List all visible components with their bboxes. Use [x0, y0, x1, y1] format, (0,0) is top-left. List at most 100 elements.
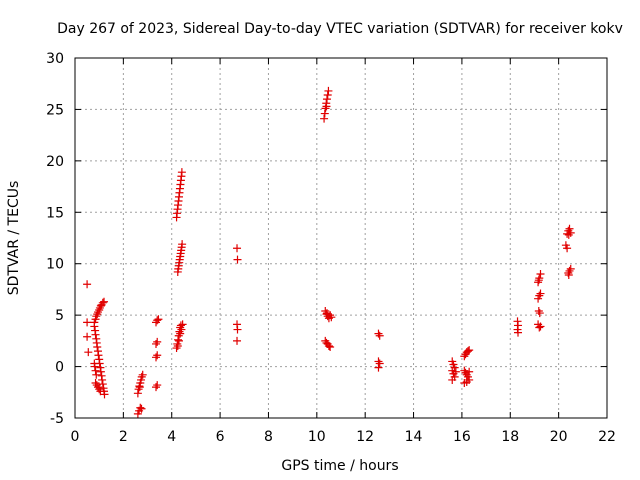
- data-point: [564, 230, 573, 239]
- data-point: [93, 343, 102, 352]
- y-tick-labels: -5 0 5 10 15 20 25 30: [46, 51, 64, 427]
- data-point: [535, 323, 544, 332]
- data-point: [465, 346, 474, 355]
- data-point: [565, 266, 574, 275]
- data-point: [374, 363, 383, 372]
- data-point: [564, 271, 573, 280]
- grid-lines: [75, 58, 607, 418]
- data-point: [534, 307, 543, 316]
- x-tick-labels: 0 2 4 6 8 10 12 14 16 18 20 22: [71, 429, 616, 445]
- x-tick-label: 2: [119, 429, 128, 445]
- data-point: [173, 342, 182, 350]
- data-point: [326, 343, 335, 352]
- data-point: [322, 95, 331, 104]
- data-point: [96, 367, 105, 376]
- data-point: [176, 329, 185, 338]
- data-points: [83, 86, 575, 418]
- y-tick-label: -5: [50, 411, 64, 427]
- data-point: [95, 306, 104, 314]
- data-point: [322, 309, 331, 318]
- y-tick-label: 5: [55, 308, 64, 324]
- data-point: [566, 228, 575, 237]
- data-point: [152, 383, 161, 392]
- data-point: [153, 337, 162, 346]
- x-tick-label: 18: [501, 429, 519, 445]
- x-axis-label: GPS time / hours: [281, 458, 398, 474]
- data-point: [152, 339, 161, 348]
- data-point: [322, 102, 331, 111]
- data-point: [172, 344, 181, 353]
- data-point: [461, 368, 470, 377]
- x-tick-label: 10: [308, 429, 326, 445]
- data-point: [178, 320, 187, 329]
- data-point: [153, 316, 162, 325]
- data-point: [152, 353, 161, 362]
- data-point: [84, 348, 93, 357]
- data-point: [138, 370, 147, 379]
- data-point: [320, 109, 329, 118]
- data-point: [327, 313, 336, 322]
- data-point: [93, 310, 102, 319]
- y-tick-label: 0: [55, 360, 64, 376]
- data-point: [92, 370, 101, 379]
- data-point: [153, 381, 162, 390]
- y-tick-label: 20: [46, 154, 64, 170]
- data-point: [324, 342, 333, 350]
- data-point: [321, 104, 330, 113]
- data-point: [448, 375, 457, 384]
- y-axis-label: SDTVAR / TECUs: [6, 181, 22, 296]
- data-point: [463, 347, 472, 356]
- data-point: [536, 270, 545, 278]
- x-tick-label: 6: [216, 429, 225, 445]
- y-tick-label: 10: [46, 257, 64, 273]
- data-point: [83, 318, 92, 327]
- data-point: [100, 390, 109, 399]
- data-point: [566, 264, 575, 273]
- data-point: [460, 352, 469, 361]
- data-point: [94, 351, 103, 360]
- data-point: [91, 330, 100, 339]
- y-tick-label: 15: [46, 205, 64, 221]
- data-point: [83, 332, 92, 341]
- data-point: [98, 298, 107, 307]
- y-tick-label: 25: [46, 102, 64, 118]
- data-point: [175, 327, 184, 336]
- x-tick-label: 22: [598, 429, 616, 445]
- data-point: [96, 387, 105, 396]
- data-point: [100, 297, 109, 306]
- data-point: [133, 389, 142, 398]
- data-point: [460, 366, 469, 375]
- data-point: [534, 276, 543, 285]
- data-point: [323, 91, 332, 100]
- data-point: [91, 366, 100, 375]
- data-point: [92, 381, 101, 390]
- data-point: [375, 331, 384, 340]
- axis-ticks: [74, 57, 608, 419]
- data-point: [92, 312, 101, 321]
- data-point: [374, 329, 383, 338]
- data-point: [233, 255, 242, 264]
- data-point: [233, 336, 242, 345]
- data-point: [95, 385, 104, 394]
- data-point: [177, 168, 186, 177]
- x-tick-label: 4: [167, 429, 176, 445]
- x-tick-label: 20: [550, 429, 568, 445]
- data-point: [462, 378, 471, 386]
- data-point: [233, 325, 242, 334]
- data-point: [90, 322, 99, 331]
- data-point: [98, 380, 107, 389]
- x-tick-label: 8: [264, 429, 273, 445]
- data-point: [375, 359, 384, 368]
- data-point: [137, 404, 146, 413]
- data-point: [451, 367, 460, 376]
- data-point: [177, 325, 186, 334]
- x-tick-label: 16: [453, 429, 471, 445]
- data-point: [565, 224, 574, 233]
- data-point: [153, 351, 162, 360]
- data-point: [324, 86, 333, 95]
- data-point: [534, 278, 543, 287]
- data-point: [135, 383, 144, 392]
- y-tick-label: 30: [46, 51, 64, 67]
- chart-title: Day 267 of 2023, Sidereal Day-to-day VTE…: [57, 21, 623, 37]
